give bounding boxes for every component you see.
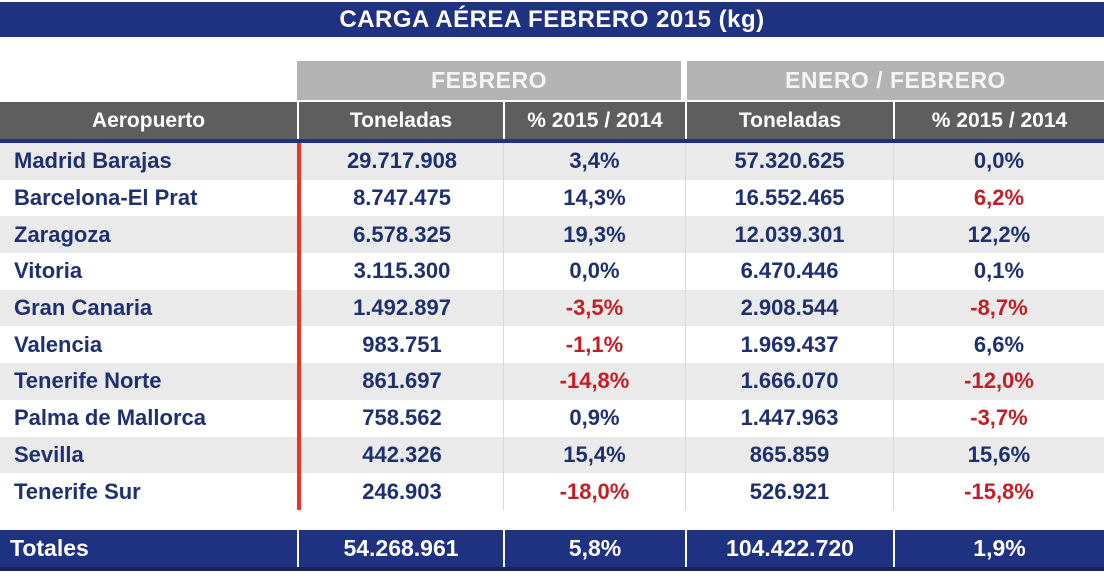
pct-ytd-cell: 15,6% <box>893 436 1104 474</box>
toneladas-ytd-cell: 57.320.625 <box>685 143 893 180</box>
group-header-gap <box>681 61 687 100</box>
spacer <box>0 37 1104 61</box>
table-row: Sevilla 442.326 15,4% 865.859 15,6% <box>0 436 1104 474</box>
table-row: Palma de Mallorca 758.562 0,9% 1.447.963 -3,… <box>0 399 1104 437</box>
group-header-enero-febrero: ENERO / FEBRERO <box>687 61 1104 100</box>
pct-ytd-cell: -8,7% <box>893 289 1104 327</box>
toneladas-ytd-cell: 865.859 <box>685 436 893 474</box>
toneladas-feb-cell: 246.903 <box>297 473 503 510</box>
toneladas-ytd-cell: 1.447.963 <box>685 399 893 437</box>
toneladas-feb-cell: 3.115.300 <box>297 253 503 290</box>
header-underline <box>0 139 1104 143</box>
toneladas-ytd-cell: 2.908.544 <box>685 289 893 327</box>
pct-feb-cell: 14,3% <box>503 179 685 217</box>
toneladas-feb-cell: 6.578.325 <box>297 216 503 254</box>
pct-feb-cell: 15,4% <box>503 436 685 474</box>
spacer <box>0 509 1104 530</box>
totals-toneladas-feb: 54.268.961 <box>297 529 503 567</box>
totals-pct-feb: 5,8% <box>503 529 685 567</box>
table-body: Madrid Barajas 29.717.908 3,4% 57.320.625 0,… <box>0 143 1104 510</box>
toneladas-ytd-cell: 16.552.465 <box>685 179 893 217</box>
pct-ytd-cell: 6,2% <box>893 179 1104 217</box>
airport-name: Valencia <box>14 331 103 357</box>
totals-label: Totales <box>10 534 89 561</box>
column-header-aeropuerto: Aeropuerto <box>91 108 206 132</box>
airport-name: Madrid Barajas <box>14 148 172 174</box>
column-header-pct-ytd: % 2015 / 2014 <box>893 102 1104 139</box>
table-row: Vitoria 3.115.300 0,0% 6.470.446 0,1% <box>0 253 1104 290</box>
toneladas-feb-cell: 758.562 <box>297 399 503 437</box>
airport-name: Tenerife Norte <box>14 368 162 394</box>
toneladas-feb-cell: 1.492.897 <box>297 289 503 327</box>
table-row: Zaragoza 6.578.325 19,3% 12.039.301 12,2% <box>0 216 1104 254</box>
toneladas-feb-cell: 8.747.475 <box>297 179 503 217</box>
airport-name: Palma de Mallorca <box>14 405 206 431</box>
pct-feb-cell: -18,0% <box>503 473 685 510</box>
pct-ytd-cell: -15,8% <box>893 473 1104 510</box>
airport-name: Sevilla <box>14 441 84 467</box>
pct-ytd-cell: -3,7% <box>893 399 1104 437</box>
toneladas-feb-cell: 983.751 <box>297 326 503 364</box>
toneladas-ytd-cell: 526.921 <box>685 473 893 510</box>
pct-feb-cell: 0,9% <box>503 399 685 437</box>
table-row: Barcelona-El Prat 8.747.475 14,3% 16.552.46… <box>0 179 1104 217</box>
totals-row: Totales 54.268.961 5,8% 104.422.720 1,9% <box>0 529 1104 571</box>
toneladas-ytd-cell: 1.969.437 <box>685 326 893 364</box>
table-row: Gran Canaria 1.492.897 -3,5% 2.908.544 -8,7% <box>0 289 1104 327</box>
totals-toneladas-ytd: 104.422.720 <box>685 529 893 567</box>
toneladas-ytd-cell: 6.470.446 <box>685 253 893 290</box>
toneladas-ytd-cell: 1.666.070 <box>685 363 893 400</box>
toneladas-ytd-cell: 12.039.301 <box>685 216 893 254</box>
table-row: Tenerife Sur 246.903 -18,0% 526.921 -15,8% <box>0 473 1104 510</box>
airport-name: Barcelona-El Prat <box>14 185 198 211</box>
pct-feb-cell: -14,8% <box>503 363 685 400</box>
pct-feb-cell: -1,1% <box>503 326 685 364</box>
group-header-spacer <box>0 61 297 100</box>
pct-feb-cell: -3,5% <box>503 289 685 327</box>
toneladas-feb-cell: 442.326 <box>297 436 503 474</box>
pct-ytd-cell: 6,6% <box>893 326 1104 364</box>
airport-name: Vitoria <box>14 258 83 284</box>
table-row: Tenerife Norte 861.697 -14,8% 1.666.070 -12,… <box>0 363 1104 400</box>
airport-name: Gran Canaria <box>14 295 153 321</box>
pct-feb-cell: 19,3% <box>503 216 685 254</box>
column-header-toneladas-ytd: Toneladas <box>685 102 893 139</box>
pct-ytd-cell: 0,0% <box>893 143 1104 180</box>
pct-ytd-cell: -12,0% <box>893 363 1104 400</box>
toneladas-feb-cell: 29.717.908 <box>297 143 503 180</box>
column-header-pct-feb: % 2015 / 2014 <box>503 102 685 139</box>
pct-feb-cell: 3,4% <box>503 143 685 180</box>
pct-ytd-cell: 0,1% <box>893 253 1104 290</box>
pct-feb-cell: 0,0% <box>503 253 685 290</box>
group-header-row: FEBRERO ENERO / FEBRERO <box>0 61 1104 100</box>
page-title: CARGA AÉREA FEBRERO 2015 (kg) <box>0 2 1104 37</box>
divider <box>0 100 1104 102</box>
table-row: Valencia 983.751 -1,1% 1.969.437 6,6% <box>0 326 1104 364</box>
pct-ytd-cell: 12,2% <box>893 216 1104 254</box>
page-title-text: CARGA AÉREA FEBRERO 2015 (kg) <box>339 5 765 33</box>
table-row: Madrid Barajas 29.717.908 3,4% 57.320.625 0,… <box>0 143 1104 180</box>
airport-name: Tenerife Sur <box>14 478 141 504</box>
group-header-febrero: FEBRERO <box>297 61 681 100</box>
column-header-toneladas-feb: Toneladas <box>297 102 503 139</box>
totals-pct-ytd: 1,9% <box>893 529 1104 567</box>
airport-name: Zaragoza <box>14 221 111 247</box>
column-header-row: Aeropuerto Toneladas % 2015 / 2014 Tonel… <box>0 102 1104 139</box>
toneladas-feb-cell: 861.697 <box>297 363 503 400</box>
